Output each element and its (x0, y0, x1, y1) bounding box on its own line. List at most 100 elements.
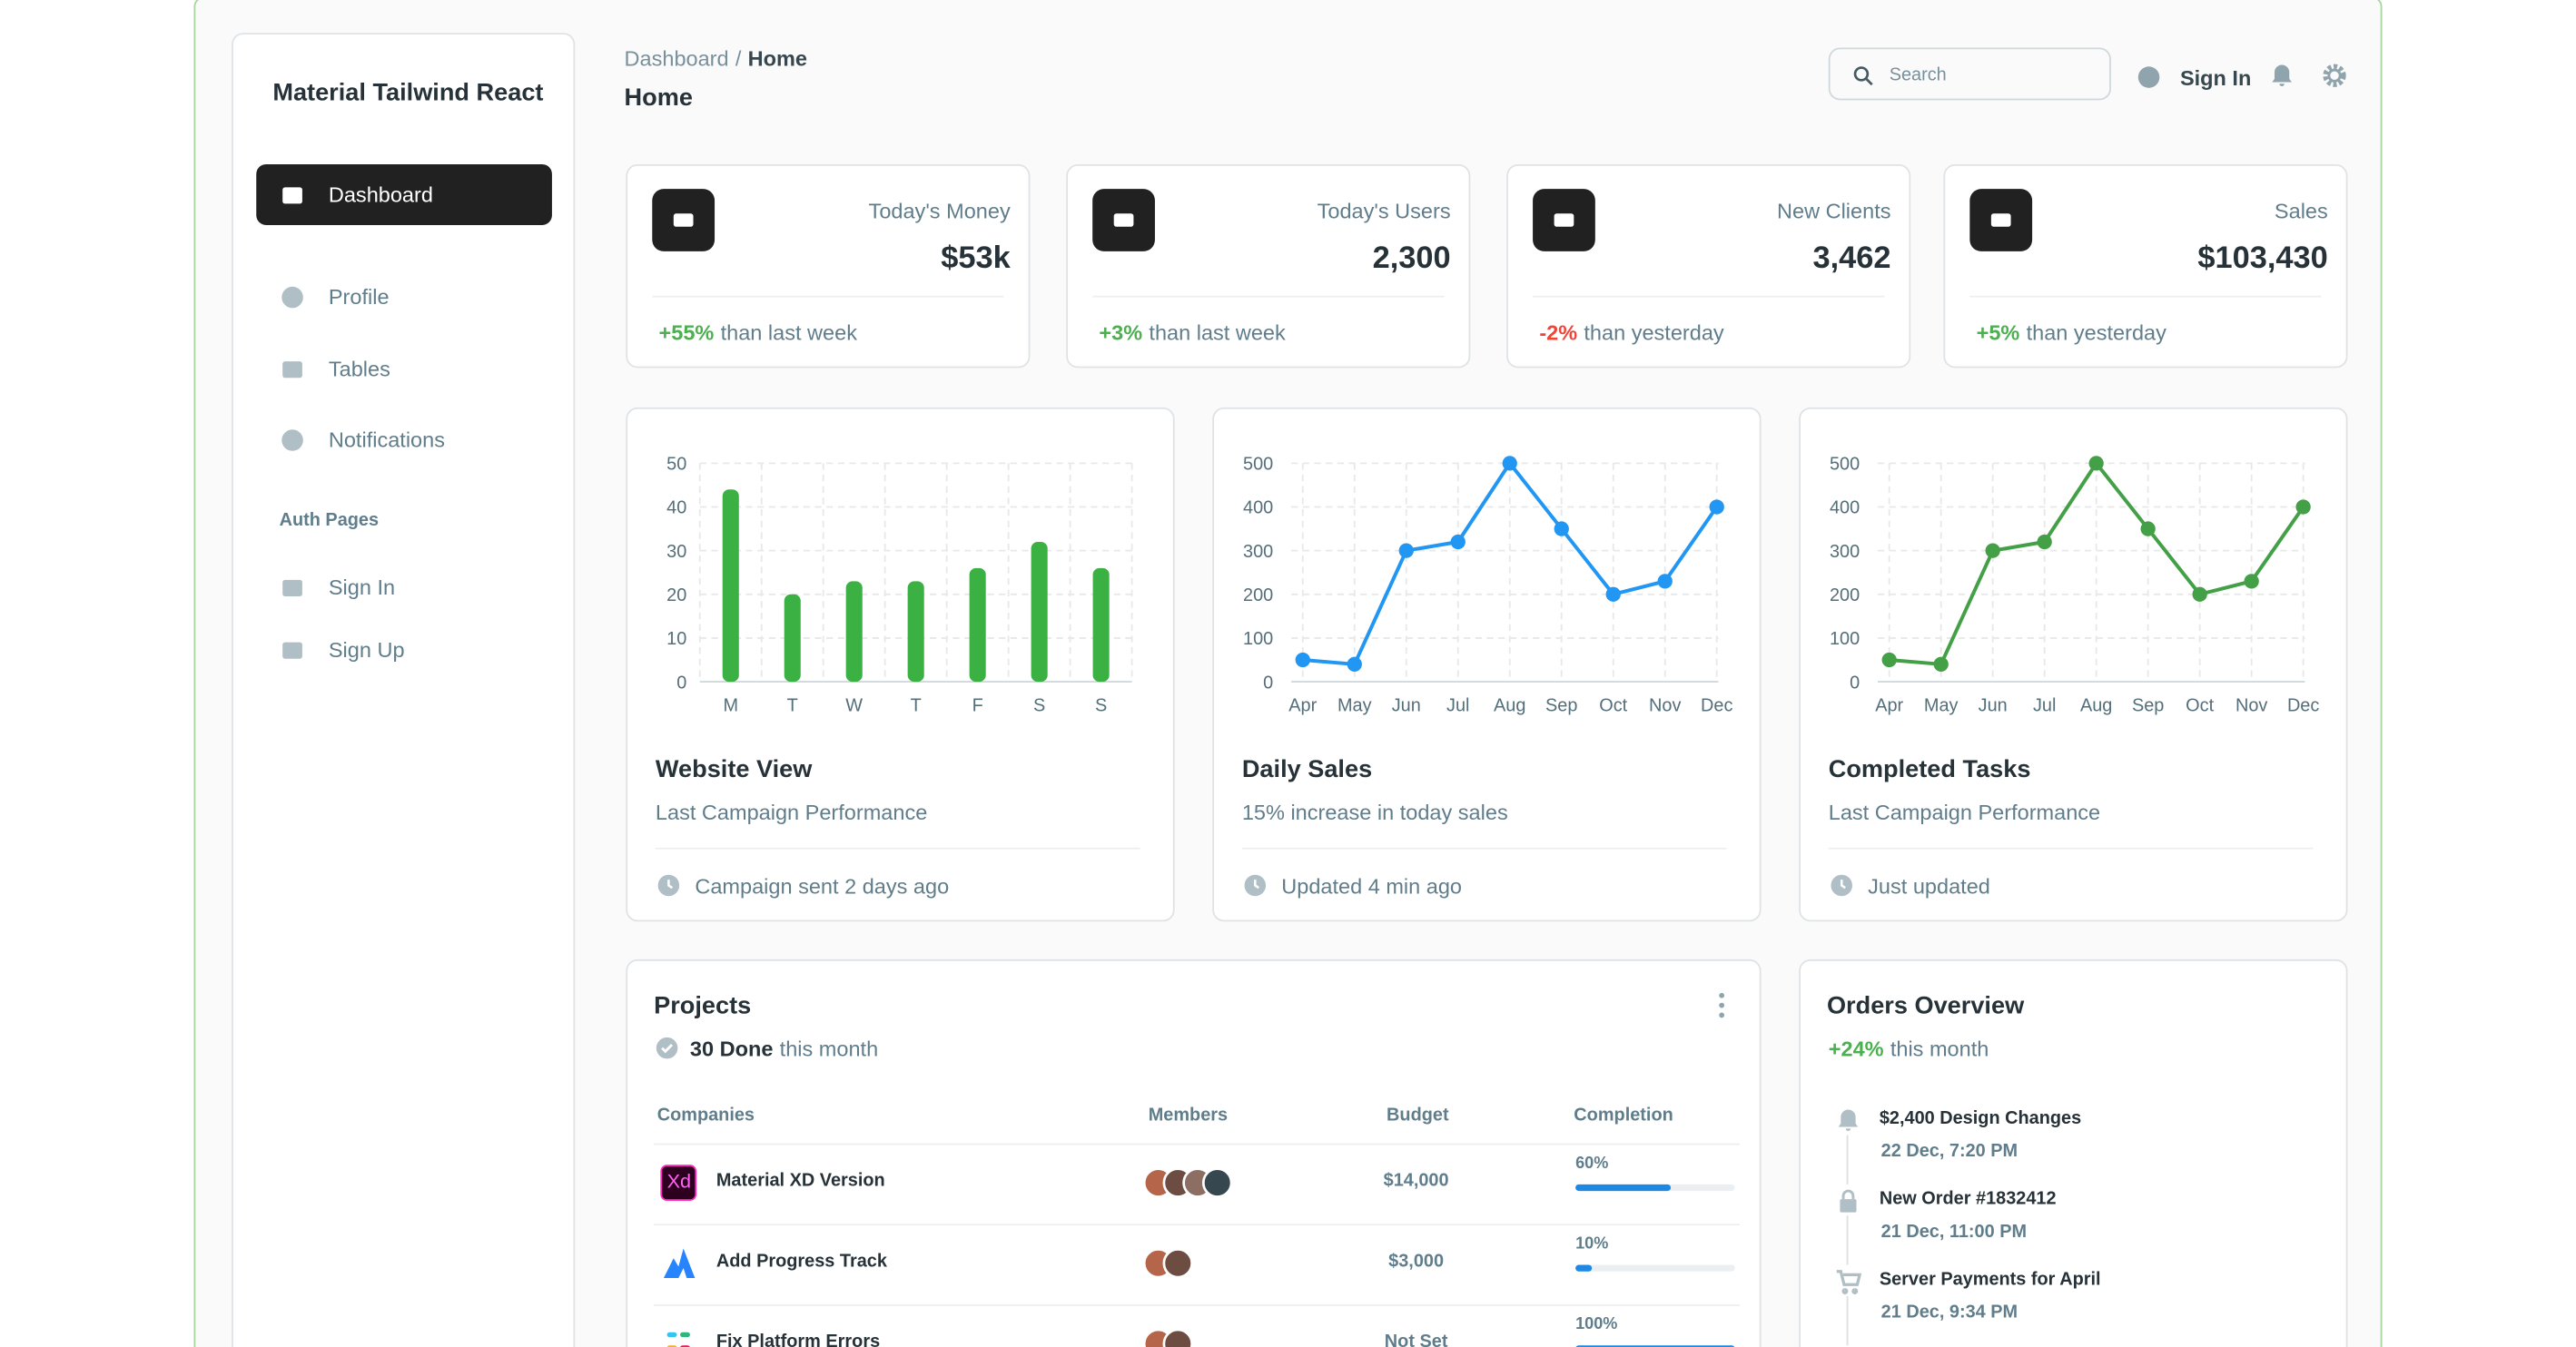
point (1605, 586, 1621, 602)
chart-card: 0 10 20 30 40 50 M T W T F S S Website View Last Campa… (626, 407, 1175, 922)
settings-icon[interactable] (2322, 63, 2348, 89)
point (2192, 586, 2207, 602)
progress-bar (1575, 1184, 1672, 1192)
x-tick-label: Oct (2186, 696, 2214, 716)
stat-change: -2% (1539, 320, 1578, 346)
budget: $3,000 (1388, 1252, 1445, 1272)
divider (1969, 295, 2322, 298)
chart: 0 100 200 300 400 500 Apr May Jun Jul Aug Sep Oct Nov… (1243, 455, 1732, 716)
icon-shape (1839, 1199, 1856, 1213)
line (1302, 459, 1719, 666)
nav-item[interactable]: Profile (256, 266, 552, 327)
nav-item[interactable]: Tables (256, 339, 552, 399)
point (2088, 456, 2104, 471)
column-header: Budget (1387, 1105, 1449, 1126)
icon-shape (1254, 880, 1259, 890)
icon-shape (1719, 1002, 1725, 1008)
stat-card: New Clients 3,462 -2% than yesterday (1506, 163, 1911, 369)
point (1502, 456, 1517, 471)
point (1450, 534, 1466, 550)
check-icon (656, 1037, 678, 1059)
menu-button[interactable] (1712, 990, 1732, 1020)
x-tick-label: S (1095, 696, 1107, 716)
orders-change: +24% (1828, 1036, 1884, 1062)
chart-footer: Updated 4 min ago (1281, 873, 1463, 899)
nav-item[interactable]: Sign Up (256, 619, 552, 680)
point (1554, 521, 1569, 536)
icon-shape (1113, 213, 1134, 227)
icon-shape (282, 186, 302, 203)
bar (969, 567, 986, 683)
nav-label: Profile (328, 284, 390, 310)
icon-shape (282, 578, 302, 596)
company-logo: Xd (660, 1165, 697, 1201)
y-tick-label: 500 (1243, 455, 1273, 475)
x-tick-label: May (1337, 696, 1372, 716)
nav-icon (282, 360, 302, 378)
icon-shape (2137, 66, 2160, 88)
order-title: $2,400 Design Changes (1879, 1108, 2082, 1129)
stat-change: +5% (1976, 320, 2020, 346)
y-tick-label: 100 (1830, 629, 1860, 649)
x-tick-label: Jun (1392, 696, 1421, 716)
stat-label: Today's Users (1317, 198, 1451, 224)
clock-icon (1831, 874, 1852, 897)
stat-icon (1969, 189, 2033, 251)
bar (722, 489, 739, 683)
search-box[interactable]: Search (1828, 47, 2111, 101)
nav-label: Sign Up (328, 637, 405, 663)
icon-shape (281, 285, 303, 308)
y-tick-label: 300 (1830, 542, 1860, 562)
chart-title: Completed Tasks (1828, 755, 2031, 784)
x-tick-label: Dec (1701, 696, 1732, 716)
divider (654, 1143, 1741, 1145)
divider (654, 1303, 1741, 1306)
search-placeholder: Search (1889, 65, 1947, 86)
nav-icon (281, 428, 303, 450)
order-date: 21 Dec, 9:34 PM (1880, 1303, 2018, 1322)
y-tick-label: 20 (666, 585, 686, 605)
icon-shape (1865, 77, 1873, 86)
chart-footer: Just updated (1868, 873, 1990, 899)
completion-label: 10% (1575, 1234, 1609, 1254)
icon-shape (663, 1248, 696, 1279)
order-date: 22 Dec, 7:20 PM (1880, 1141, 2018, 1162)
user-icon (2137, 66, 2160, 88)
logo-text: Xd (666, 1169, 692, 1193)
x-tick-label: Sep (2132, 696, 2164, 716)
sign-in-button[interactable]: Sign In (2179, 65, 2252, 91)
y-tick-label: 0 (1263, 673, 1273, 693)
avatar (1201, 1167, 1233, 1198)
chart-footer: Campaign sent 2 days ago (695, 873, 950, 899)
y-tick-label: 0 (1850, 673, 1860, 693)
logo-glyph (666, 1332, 690, 1347)
nav-item[interactable]: Notifications (256, 409, 552, 470)
logo-glyph (663, 1248, 696, 1279)
stat-note: than last week (1149, 320, 1286, 346)
icon-glyph (673, 213, 694, 227)
timeline-line (1846, 1295, 1849, 1346)
nav-icon (282, 641, 302, 658)
avatar (1162, 1247, 1194, 1279)
y-tick-label: 400 (1830, 498, 1860, 518)
point (1347, 656, 1362, 672)
stat-icon (652, 189, 716, 251)
breadcrumb-item[interactable]: Dashboard (624, 45, 729, 71)
bar (1031, 542, 1048, 683)
stat-icon (1092, 189, 1155, 251)
nav-item[interactable]: Sign In (256, 557, 552, 618)
orders-title: Orders Overview (1826, 992, 2025, 1020)
nav-label: Tables (328, 356, 390, 381)
budget: $14,000 (1383, 1171, 1449, 1192)
bell-icon[interactable] (2269, 63, 2295, 89)
progress-bar (1575, 1345, 1735, 1347)
stat-card: Today's Money $53k +55% than last week (626, 163, 1031, 369)
nav-item[interactable]: Dashboard (256, 163, 552, 225)
x-tick-label: Apr (1875, 696, 1903, 716)
order-title: Server Payments for April (1879, 1269, 2101, 1290)
budget: Not Set (1384, 1332, 1448, 1347)
x-tick-label: Aug (2080, 696, 2112, 716)
breadcrumb-item: Home (747, 45, 808, 71)
icon-shape (680, 1332, 690, 1338)
chart: 0 10 20 30 40 50 M T W T F S S (666, 455, 1133, 716)
